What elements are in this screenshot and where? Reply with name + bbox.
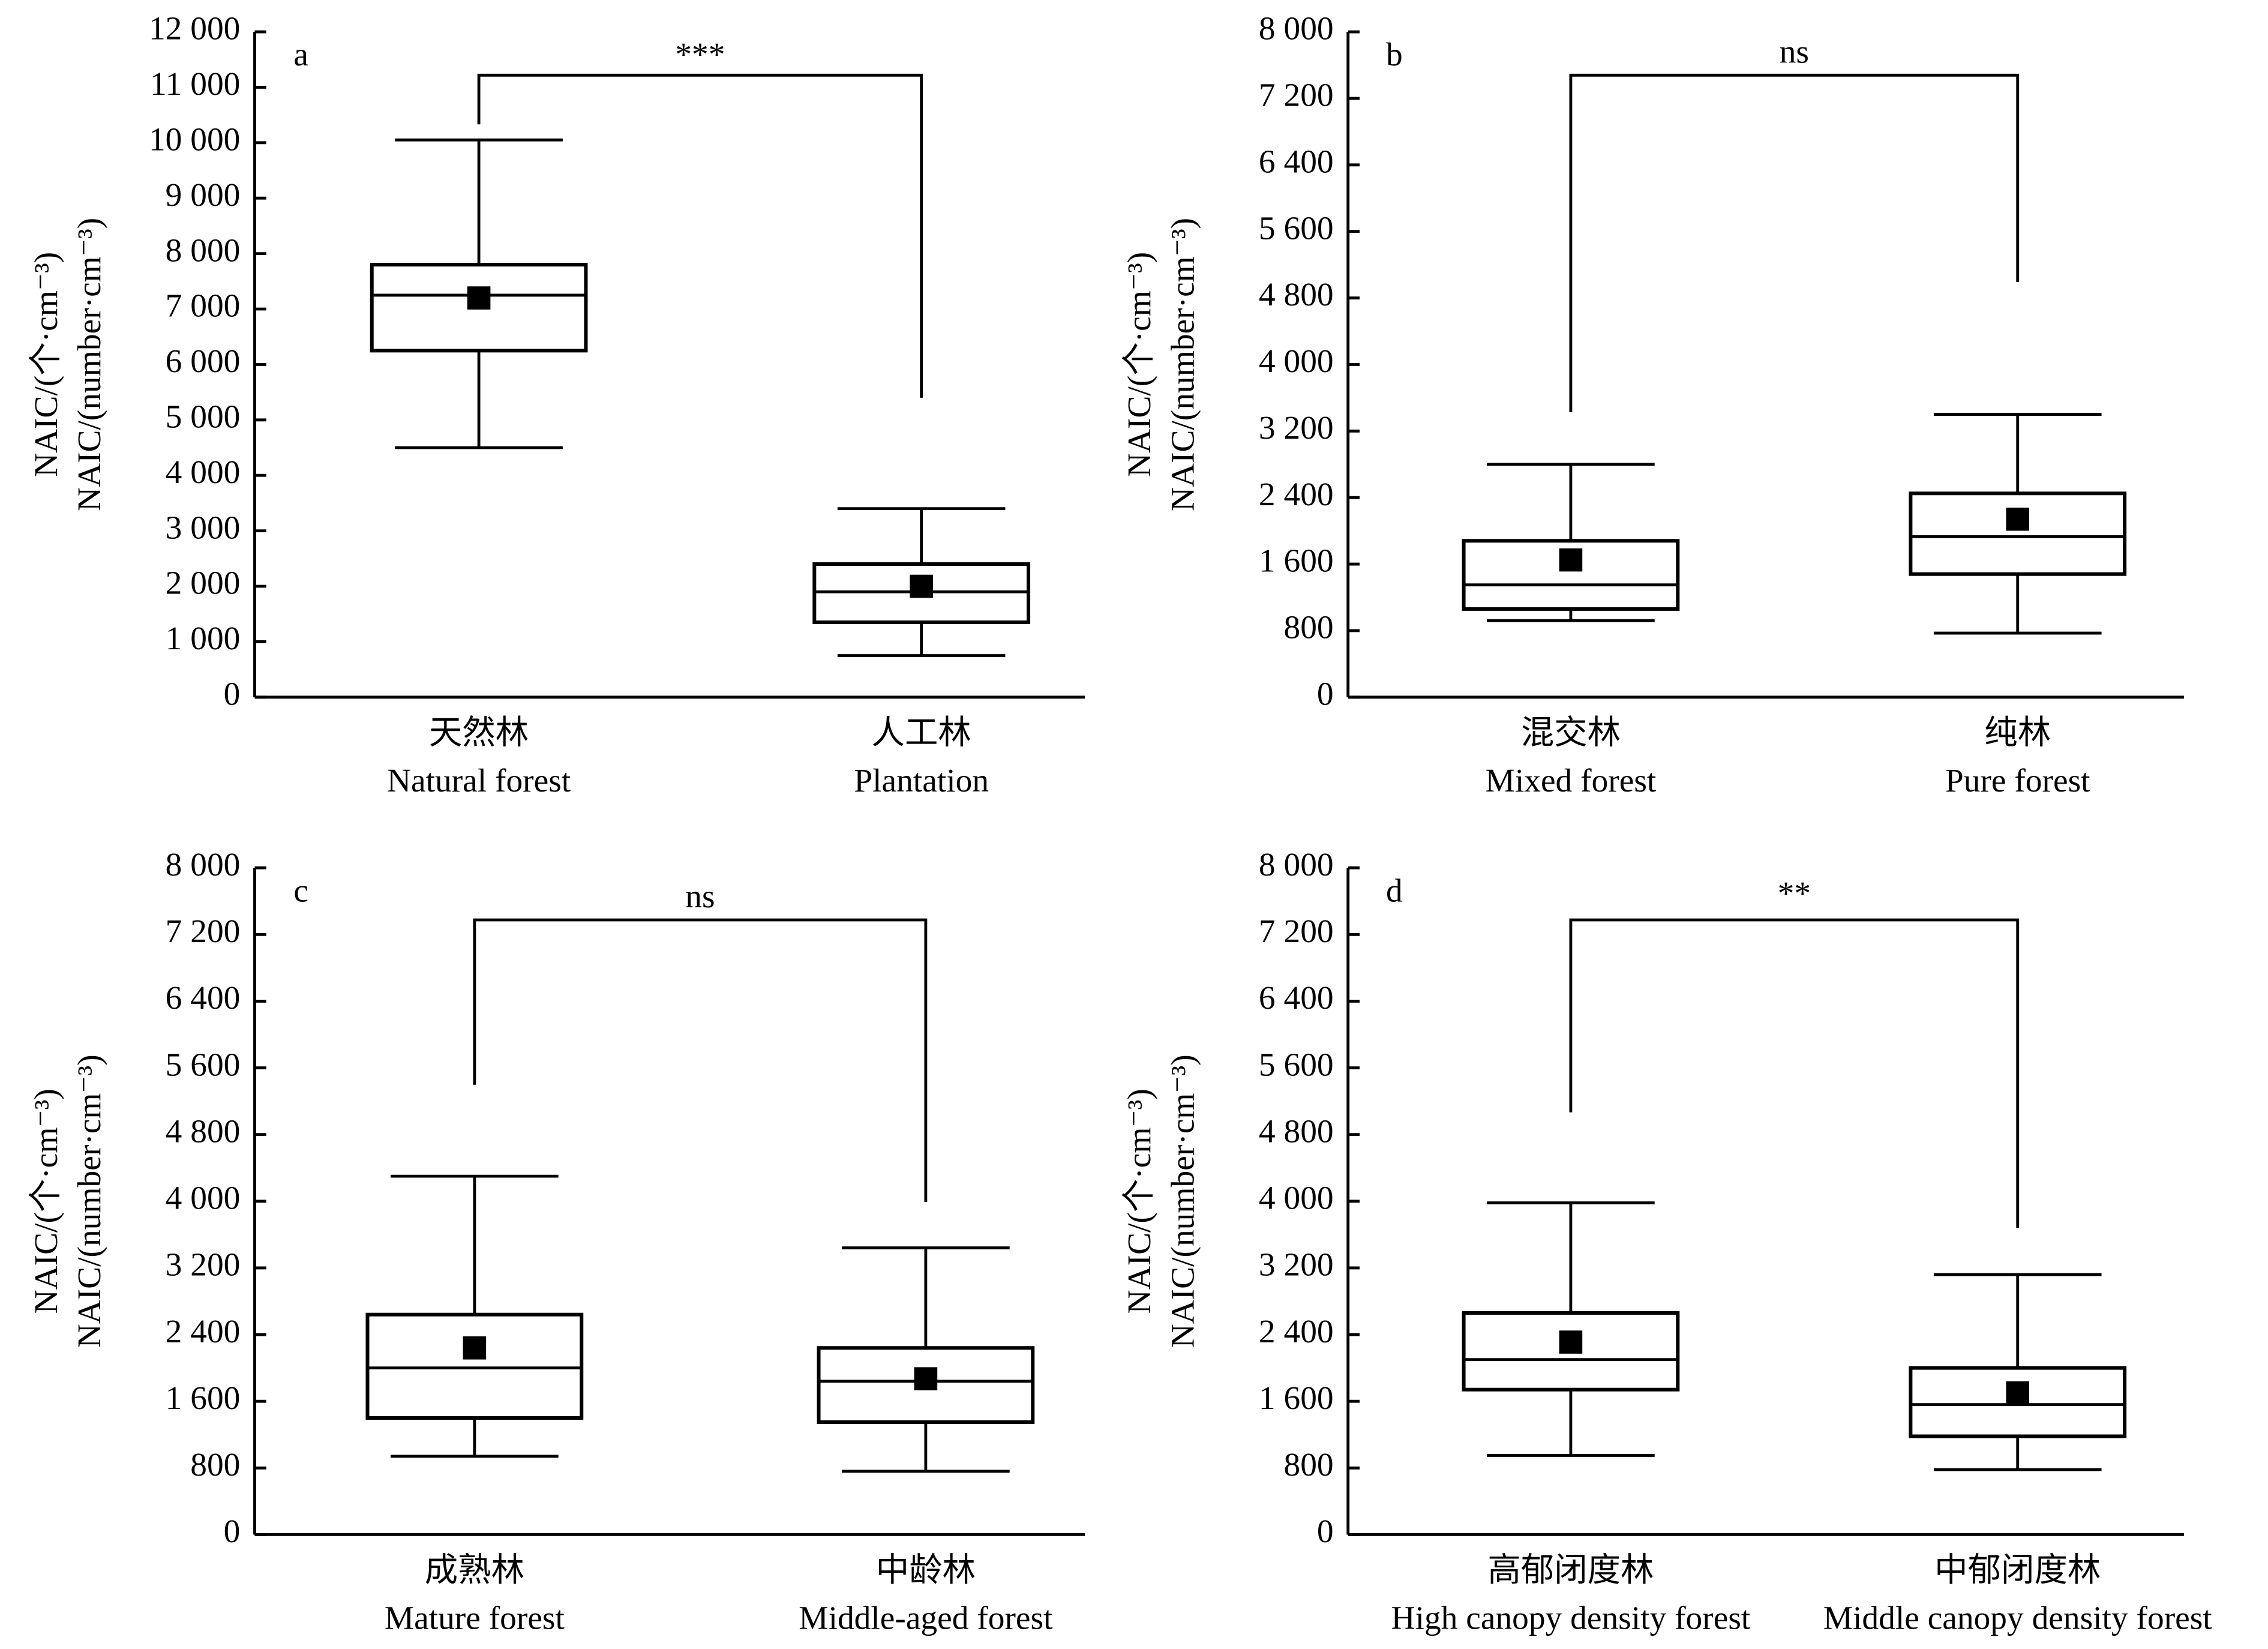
y-tick-label: 0 (1317, 676, 1334, 712)
mean-marker (2006, 507, 2030, 531)
y-tick-label: 4 800 (166, 1113, 241, 1149)
y-tick-label: 6 400 (166, 979, 241, 1016)
panel-label: c (293, 872, 308, 909)
y-tick-label: 800 (1283, 609, 1333, 646)
significance-label: *** (675, 36, 725, 73)
y-tick-label: 3 200 (1259, 409, 1334, 446)
y-axis-label: NAIC/(number·cm⁻³) (71, 218, 107, 511)
y-axis-label: NAIC/(个·cm⁻³) (28, 1089, 64, 1314)
y-axis-label: NAIC/(number·cm⁻³) (1164, 218, 1201, 511)
y-tick-label: 6 400 (1259, 143, 1334, 180)
box (817, 1346, 1035, 1424)
significance-bracket (1569, 918, 2020, 1228)
mean-marker (1559, 1330, 1583, 1354)
y-tick-label: 2 400 (1259, 1313, 1334, 1350)
x-tick-label: 中龄林 (876, 1552, 976, 1588)
y-tick-label: 1 000 (166, 620, 241, 656)
mean-marker (1559, 548, 1583, 572)
y-tick-label: 7 200 (166, 913, 241, 949)
y-axis-label: NAIC/(个·cm⁻³) (1121, 1089, 1157, 1314)
y-tick-label: 2 000 (166, 565, 241, 601)
y-tick-label: 7 000 (166, 287, 241, 324)
y-tick-label: 0 (224, 1513, 241, 1549)
y-tick-label: 0 (224, 676, 241, 712)
y-tick-label: 1 600 (1259, 1380, 1334, 1416)
box (1462, 539, 1680, 611)
y-tick-label: 8 000 (1259, 10, 1334, 47)
x-tick-label: Pure forest (1945, 762, 2090, 799)
x-tick-label: 天然林 (429, 715, 529, 751)
significance-bracket (477, 73, 923, 398)
y-tick-label: 1 600 (1259, 542, 1334, 579)
y-tick-label: 0 (1317, 1513, 1334, 1549)
mean-marker (463, 1336, 487, 1360)
x-tick-label: Middle canopy density forest (1823, 1600, 2213, 1636)
x-tick-label: Mixed forest (1486, 762, 1657, 799)
y-tick-label: 4 800 (1259, 276, 1334, 313)
box (1909, 491, 2127, 576)
y-tick-label: 1 600 (166, 1380, 241, 1416)
mean-marker (910, 574, 933, 598)
mean-marker (2006, 1381, 2030, 1405)
significance-label: ** (1778, 875, 1811, 912)
y-tick-label: 3 000 (166, 509, 241, 545)
y-tick-label: 800 (190, 1446, 240, 1483)
x-tick-label: Natural forest (387, 762, 571, 799)
y-tick-label: 8 000 (166, 232, 241, 268)
y-tick-label: 3 200 (1259, 1246, 1334, 1283)
panel-label: a (293, 36, 308, 73)
mean-marker (467, 286, 491, 310)
x-tick-label: 中郁闭度林 (1934, 1552, 2101, 1588)
y-tick-label: 5 000 (166, 398, 241, 435)
y-tick-label: 4 000 (166, 454, 241, 490)
significance-bracket (1569, 73, 2020, 412)
x-tick-label: Mature forest (385, 1600, 565, 1636)
significance-bracket (473, 918, 928, 1203)
y-tick-label: 5 600 (166, 1046, 241, 1083)
y-tick-label: 8 000 (1259, 846, 1334, 883)
y-tick-label: 5 600 (1259, 1046, 1334, 1083)
y-tick-label: 6 400 (1259, 979, 1334, 1016)
y-tick-label: 2 400 (166, 1313, 241, 1350)
panel-label: b (1386, 36, 1403, 73)
box (365, 1312, 584, 1420)
panel-label: d (1386, 872, 1403, 909)
y-tick-label: 7 200 (1259, 913, 1334, 949)
mean-marker (914, 1367, 938, 1390)
box (1462, 1311, 1680, 1392)
x-tick-label: 混交林 (1521, 715, 1621, 751)
x-tick-label: 人工林 (872, 715, 971, 751)
y-tick-label: 800 (1283, 1446, 1333, 1483)
y-axis-label: NAIC/(number·cm⁻³) (1164, 1054, 1201, 1348)
significance-label: ns (685, 878, 715, 915)
box (1909, 1366, 2127, 1438)
x-tick-label: High canopy density forest (1391, 1600, 1751, 1636)
x-tick-label: 纯林 (1984, 715, 2051, 751)
y-tick-label: 4 000 (1259, 1180, 1334, 1216)
x-tick-label: 成熟林 (425, 1552, 524, 1588)
box (370, 263, 588, 353)
y-tick-label: 4 800 (1259, 1113, 1334, 1149)
y-tick-label: 9 000 (166, 176, 241, 213)
y-tick-label: 7 200 (1259, 77, 1334, 113)
x-tick-label: Plantation (854, 762, 989, 799)
y-axis-label: NAIC/(个·cm⁻³) (28, 252, 64, 477)
y-tick-label: 8 000 (166, 846, 241, 883)
y-tick-label: 6 000 (166, 343, 241, 379)
y-tick-label: 3 200 (166, 1246, 241, 1283)
x-tick-label: 高郁闭度林 (1487, 1552, 1654, 1588)
y-tick-label: 12 000 (149, 10, 240, 47)
y-tick-label: 4 000 (166, 1180, 241, 1216)
y-tick-label: 5 600 (1259, 209, 1334, 246)
y-axis-label: NAIC/(个·cm⁻³) (1121, 252, 1157, 477)
y-tick-label: 4 000 (1259, 343, 1334, 379)
y-tick-label: 10 000 (149, 121, 240, 158)
y-tick-label: 11 000 (150, 65, 240, 102)
significance-label: ns (1780, 33, 1809, 70)
x-tick-label: Middle-aged forest (799, 1600, 1053, 1636)
y-axis-label: NAIC/(number·cm⁻³) (71, 1054, 107, 1348)
y-tick-label: 2 400 (1259, 476, 1334, 512)
